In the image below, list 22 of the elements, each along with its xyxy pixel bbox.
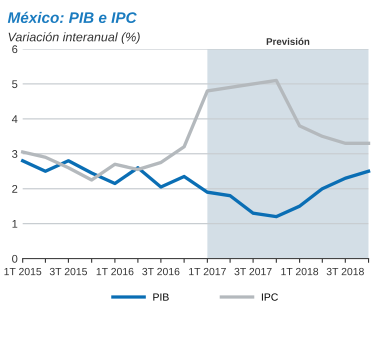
y-tick-label: 3 <box>12 150 18 158</box>
x-tick-label: 1T 2016 <box>96 268 134 276</box>
line-series <box>21 159 370 218</box>
y-tick-label: 0 <box>12 254 18 263</box>
legend-label: PIB <box>153 293 169 301</box>
band-label: Previsión <box>266 38 310 45</box>
x-tick-label: 3T 2016 <box>142 268 180 276</box>
x-tick-label: 1T 2015 <box>4 268 42 276</box>
x-tick-label: 1T 2018 <box>281 268 318 276</box>
x-tick-label: 3T 2018 <box>326 268 364 276</box>
y-tick-label: 2 <box>12 184 18 193</box>
y-tick-label: 6 <box>12 45 18 54</box>
y-tick-label: 1 <box>12 220 18 228</box>
chart-subtitle: Variación interanual (%) <box>8 32 140 44</box>
x-tick-label: 3T 2017 <box>234 268 272 276</box>
chart-title: México: PIB e IPC <box>8 12 137 24</box>
y-tick-label: 4 <box>12 115 18 123</box>
legend-label: IPC <box>262 293 278 301</box>
x-tick-label: 1T 2017 <box>189 268 226 276</box>
y-tick-label: 5 <box>12 80 18 88</box>
line-series <box>21 78 370 182</box>
x-tick-label: 3T 2015 <box>50 268 87 276</box>
